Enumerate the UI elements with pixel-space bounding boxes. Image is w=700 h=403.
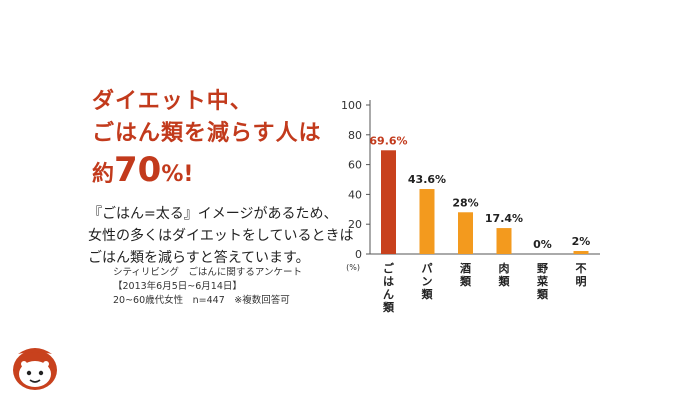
bar [573, 251, 589, 254]
survey-source: シティリビング ごはんに関するアンケート 【2013年6月5日~6月14日】 2… [113, 266, 302, 308]
source-line-1: シティリビング ごはんに関するアンケート [113, 267, 303, 278]
y-tick-label: 80 [348, 129, 362, 142]
bar [496, 228, 512, 254]
x-category-label: 野菜類 [536, 262, 549, 301]
x-category-label: 酒類 [459, 262, 472, 288]
source-line-3: 20~60歳代女性 n=447 ※複数回答可 [113, 295, 290, 306]
rice-mascot-logo-icon [13, 348, 57, 390]
bar-value-label: 0% [533, 238, 552, 251]
y-tick-label: 40 [348, 188, 362, 201]
bar-value-label: 69.6% [369, 134, 407, 147]
bar-value-label: 17.4% [485, 212, 523, 225]
body-text-line-1: 『ごはん=太る』イメージがあるため、 [88, 206, 338, 222]
headline-number: 70 [114, 150, 162, 190]
body-text: 『ごはん=太る』イメージがあるため、 女性の多くはダイエットをしているときは ご… [88, 203, 353, 269]
bar [419, 189, 435, 254]
headline: ダイエット中、 ごはん類を減らす人は 約70%! [92, 86, 322, 191]
bar [381, 150, 396, 254]
y-tick-label: 20 [348, 218, 362, 231]
y-tick-label: 0 [355, 248, 362, 261]
x-category-label: パン類 [421, 262, 434, 301]
source-line-2: 【2013年6月5日~6月14日】 [113, 281, 242, 292]
bar-value-label: 2% [572, 235, 591, 248]
headline-line-2: ごはん類を減らす人は [92, 121, 322, 146]
headline-prefix: 約 [92, 162, 115, 187]
body-text-line-3: ごはん類を減らすと答えています。 [88, 250, 310, 266]
headline-line-1: ダイエット中、 [92, 89, 253, 114]
bar-value-label: 28% [452, 196, 478, 209]
y-tick-label: 100 [341, 99, 362, 112]
bar-chart-svg: 0 20 40 60 80 100 (%) 69.6% ごはん類 43.6% パン類 28% 酒類 17.… [341, 99, 600, 314]
bar-value-label: 43.6% [408, 173, 446, 186]
x-category-label: ごはん類 [382, 261, 395, 314]
bar [458, 212, 473, 254]
y-axis-unit: (%) [346, 263, 360, 272]
bar-chart: 0 20 40 60 80 100 (%) 69.6% ごはん類 43.6% パン類 28% 酒類 17.… [330, 90, 610, 330]
headline-line-3: 約70%! [92, 153, 322, 191]
x-category-label: 肉類 [498, 261, 511, 288]
body-text-line-2: 女性の多くはダイエットをしているときは [88, 228, 354, 244]
y-tick-label: 60 [348, 159, 362, 172]
x-category-label: 不明 [576, 262, 587, 288]
headline-suffix: %! [161, 162, 194, 187]
